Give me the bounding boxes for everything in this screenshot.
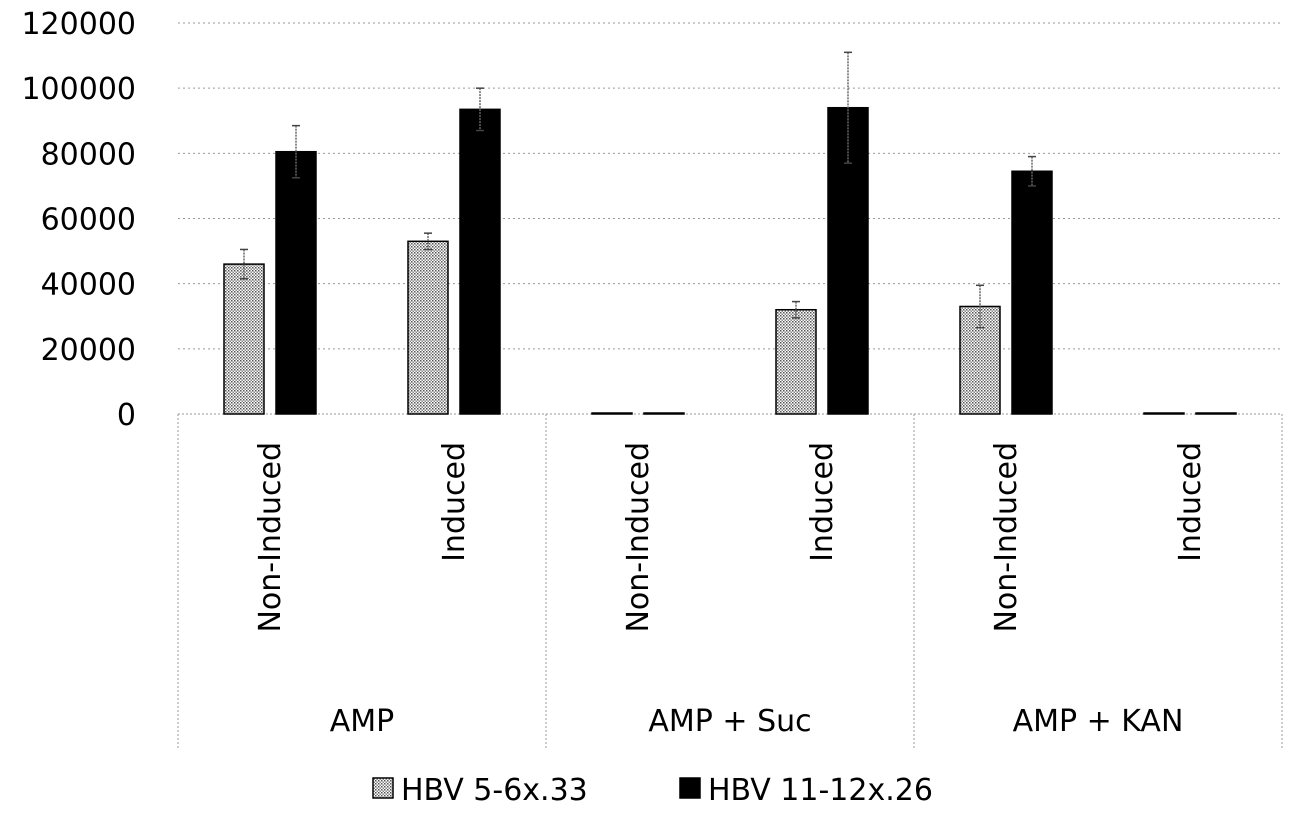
x-group-label: AMP: [330, 704, 395, 739]
bar-hbv-11-12x26: [275, 150, 317, 415]
x-category-label: Induced: [437, 442, 472, 562]
bar-hbv-5-6x33: [223, 263, 265, 415]
labels: 0 20000 40000 60000 80000 100000 120000 Non-Ind…: [21, 7, 1208, 739]
legend-swatch: [679, 777, 701, 799]
legend: HBV 5-6x.33 HBV 11-12x.26: [372, 773, 933, 808]
y-tick-label: 0: [117, 398, 136, 433]
bar-hbv-11-12x26: [1011, 170, 1053, 415]
bar-hbv-11-12x26: [1195, 412, 1237, 415]
y-tick-label: 40000: [41, 268, 136, 303]
gridlines: [178, 22, 1282, 350]
x-category-label: Induced: [1173, 442, 1208, 562]
bar-hbv-5-6x33: [591, 412, 633, 415]
x-group-label: AMP + Suc: [648, 704, 811, 739]
bar-hbv-5-6x33: [1143, 412, 1185, 415]
bar-hbv-11-12x26: [459, 108, 501, 415]
bar-hbv-11-12x26: [827, 106, 869, 415]
bar-hbv-11-12x26: [643, 412, 685, 415]
axes: [177, 413, 1283, 750]
y-tick-label: 120000: [21, 7, 136, 42]
legend-swatch: [372, 777, 394, 799]
x-category-label: Non-Induced: [253, 442, 288, 633]
bar-hbv-5-6x33: [407, 240, 449, 415]
legend-label: HBV 5-6x.33: [401, 773, 588, 808]
y-tick-label: 80000: [41, 137, 136, 172]
y-tick-label: 60000: [41, 203, 136, 238]
x-group-label: AMP + KAN: [1013, 704, 1184, 739]
y-tick-label: 20000: [41, 333, 136, 368]
x-category-label: Non-Induced: [989, 442, 1024, 633]
x-category-label: Non-Induced: [621, 442, 656, 633]
legend-label: HBV 11-12x.26: [708, 773, 933, 808]
bar-hbv-5-6x33: [775, 308, 817, 415]
y-tick-label: 100000: [21, 72, 136, 107]
bars: [223, 51, 1237, 415]
x-category-label: Induced: [805, 442, 840, 562]
